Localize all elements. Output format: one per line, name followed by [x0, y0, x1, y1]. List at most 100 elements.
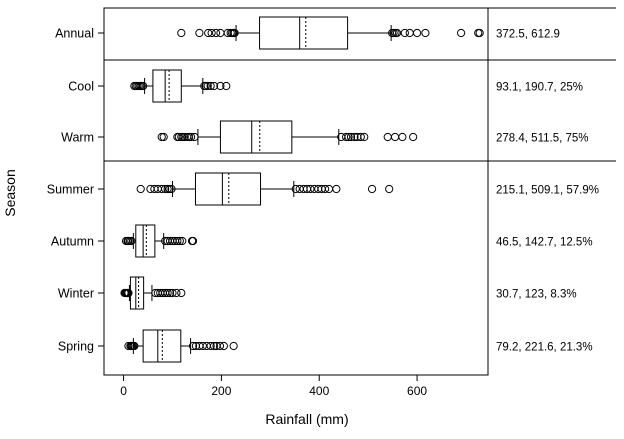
outlier-point [230, 28, 239, 38]
outlier-point [400, 28, 409, 38]
annotation-label: 93.1, 190.7, 25% [496, 82, 583, 94]
annotation-label: 46.5, 142.7, 12.5% [496, 237, 593, 249]
y-tick-label: Summer [47, 183, 94, 197]
annotation-label: 79.2, 221.6, 21.3% [496, 342, 593, 354]
box-cool [130, 69, 231, 103]
outlier-point [209, 81, 219, 91]
outlier-point [177, 28, 186, 38]
annotation-label: 30.7, 123, 8.3% [496, 289, 577, 301]
x-tick-label: 400 [309, 384, 329, 398]
outlier-point [127, 236, 136, 246]
outlier-point [188, 236, 198, 246]
y-tick-label: Warm [61, 131, 94, 145]
y-tick-label: Annual [55, 27, 94, 41]
outlier-point [178, 236, 187, 246]
outlier-point [165, 288, 175, 298]
outlier-point [390, 132, 400, 142]
annotation-label: 372.5, 612.9 [496, 29, 560, 41]
y-tick-label: Winter [58, 287, 94, 301]
iqr-box [135, 224, 156, 258]
outlier-point [203, 81, 212, 91]
outlier-point [356, 132, 365, 142]
outlier-point [321, 184, 330, 194]
plot-frame [103, 7, 489, 376]
outlier-point [173, 236, 182, 246]
outlier-point [412, 28, 422, 38]
plot-area [98, 7, 616, 381]
outlier-point [186, 132, 196, 142]
outlier-point [332, 184, 341, 194]
outlier-point [180, 132, 189, 142]
outlier-point [157, 184, 166, 194]
y-axis-title: Season [2, 169, 18, 216]
outlier-point [229, 341, 238, 351]
outlier-point [198, 341, 207, 351]
outlier-point [175, 236, 184, 246]
outlier-point [344, 132, 353, 142]
outlier-point [204, 28, 213, 38]
outlier-point [215, 341, 225, 351]
outlier-point [174, 132, 183, 142]
outlier-point [136, 184, 145, 194]
outlier-point [195, 28, 204, 38]
annotation-label: 278.4, 511.5, 75% [496, 133, 589, 145]
outlier-point [291, 184, 300, 194]
outlier-point [188, 341, 198, 351]
box-warm [157, 120, 418, 154]
outlier-point [405, 28, 414, 38]
outlier-point [346, 132, 356, 142]
outlier-point [398, 132, 407, 142]
labels-layer: 0 200 400 600 Annual 372.5, 612.9 Cool 93.1, 19… [47, 27, 599, 399]
y-tick-label: Spring [58, 340, 94, 354]
box-summer [136, 172, 394, 206]
outlier-point [392, 28, 402, 38]
outlier-point [216, 28, 225, 38]
annotation-label: 215.1, 509.1, 57.9% [496, 185, 599, 197]
outlier-point [211, 28, 221, 38]
iqr-box [194, 172, 262, 206]
outlier-point [421, 28, 430, 38]
outlier-point [139, 81, 148, 91]
outlier-point [222, 81, 231, 91]
outlier-point [177, 288, 186, 298]
outlier-point [207, 28, 216, 38]
box-spring [124, 329, 238, 363]
box-winter [120, 276, 186, 310]
outlier-point [159, 132, 168, 142]
outlier-point [209, 341, 219, 351]
outlier-point [168, 288, 177, 298]
outlier-point [367, 184, 377, 194]
x-tick-label: 200 [211, 384, 231, 398]
y-tick-label: Autumn [51, 235, 94, 249]
x-tick-label: 0 [120, 384, 127, 398]
x-axis-title: Rainfall (mm) [265, 411, 348, 427]
outlier-point [206, 341, 215, 351]
outlier-point [172, 288, 181, 298]
outlier-point [130, 341, 139, 351]
outlier-point [190, 132, 199, 142]
iqr-box [219, 120, 293, 154]
outlier-point [216, 81, 225, 91]
outlier-point [383, 132, 392, 142]
outlier-point [360, 132, 369, 142]
y-tick-label: Cool [68, 80, 94, 94]
outlier-point [163, 288, 172, 298]
boxes-layer [120, 16, 484, 363]
outlier-point [385, 184, 394, 194]
outlier-point [219, 341, 228, 351]
outlier-point [342, 132, 351, 142]
outlier-point [409, 132, 418, 142]
outlier-point [456, 28, 466, 38]
iqr-box [259, 16, 349, 50]
iqr-box [152, 69, 182, 103]
outlier-point [167, 184, 176, 194]
x-tick-label: 600 [407, 384, 427, 398]
box-autumn [121, 224, 198, 258]
outlier-point [124, 288, 133, 298]
outlier-point [161, 184, 170, 194]
box-annual [177, 16, 484, 50]
outlier-point [206, 81, 215, 91]
outlier-point [306, 184, 315, 194]
outlier-point [475, 28, 484, 38]
